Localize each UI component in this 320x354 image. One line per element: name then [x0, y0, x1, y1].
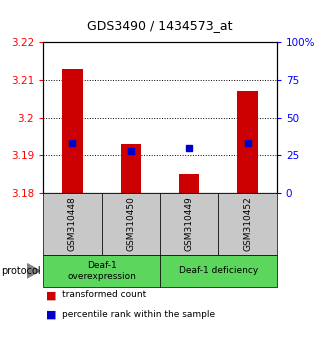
Text: transformed count: transformed count	[62, 290, 147, 299]
Text: GSM310448: GSM310448	[68, 196, 77, 251]
Text: protocol: protocol	[2, 266, 41, 276]
Polygon shape	[27, 264, 40, 278]
Text: GSM310449: GSM310449	[185, 196, 194, 251]
Bar	[237, 91, 258, 193]
Text: GSM310452: GSM310452	[243, 196, 252, 251]
Text: GSM310450: GSM310450	[126, 196, 135, 251]
Bar	[179, 174, 199, 193]
Text: percentile rank within the sample: percentile rank within the sample	[62, 310, 216, 319]
Text: ■: ■	[46, 290, 57, 300]
Text: Deaf-1 deficiency: Deaf-1 deficiency	[179, 266, 258, 275]
Text: Deaf-1
overexpression: Deaf-1 overexpression	[67, 261, 136, 280]
Text: ■: ■	[46, 310, 57, 320]
Bar	[121, 144, 141, 193]
Bar	[62, 69, 83, 193]
Text: GDS3490 / 1434573_at: GDS3490 / 1434573_at	[87, 19, 233, 33]
